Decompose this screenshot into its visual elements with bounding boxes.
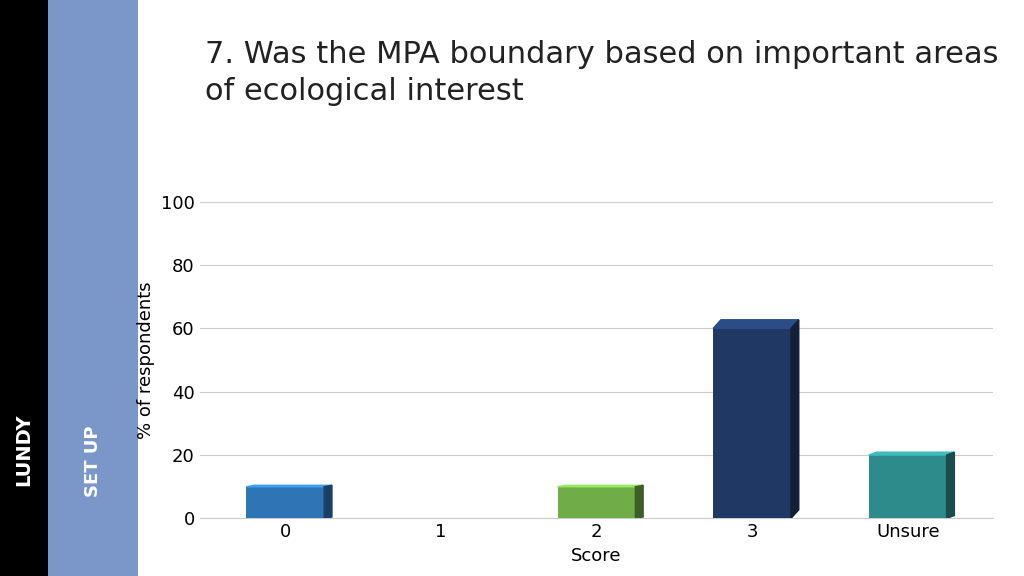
Text: 7. Was the MPA boundary based on important areas
of ecological interest: 7. Was the MPA boundary based on importa… [205, 40, 998, 107]
Polygon shape [946, 452, 954, 518]
Text: LUNDY: LUNDY [14, 413, 34, 486]
X-axis label: Score: Score [571, 547, 622, 565]
Y-axis label: % of respondents: % of respondents [137, 281, 156, 439]
Polygon shape [791, 320, 799, 518]
Bar [558, 487, 635, 518]
Bar [713, 328, 791, 518]
Polygon shape [635, 486, 643, 518]
Text: SET UP: SET UP [84, 425, 102, 497]
Bar [247, 487, 325, 518]
Polygon shape [247, 486, 332, 487]
Polygon shape [558, 486, 643, 487]
Polygon shape [713, 320, 799, 328]
Polygon shape [868, 452, 954, 455]
Polygon shape [325, 486, 332, 518]
Bar [868, 455, 946, 518]
